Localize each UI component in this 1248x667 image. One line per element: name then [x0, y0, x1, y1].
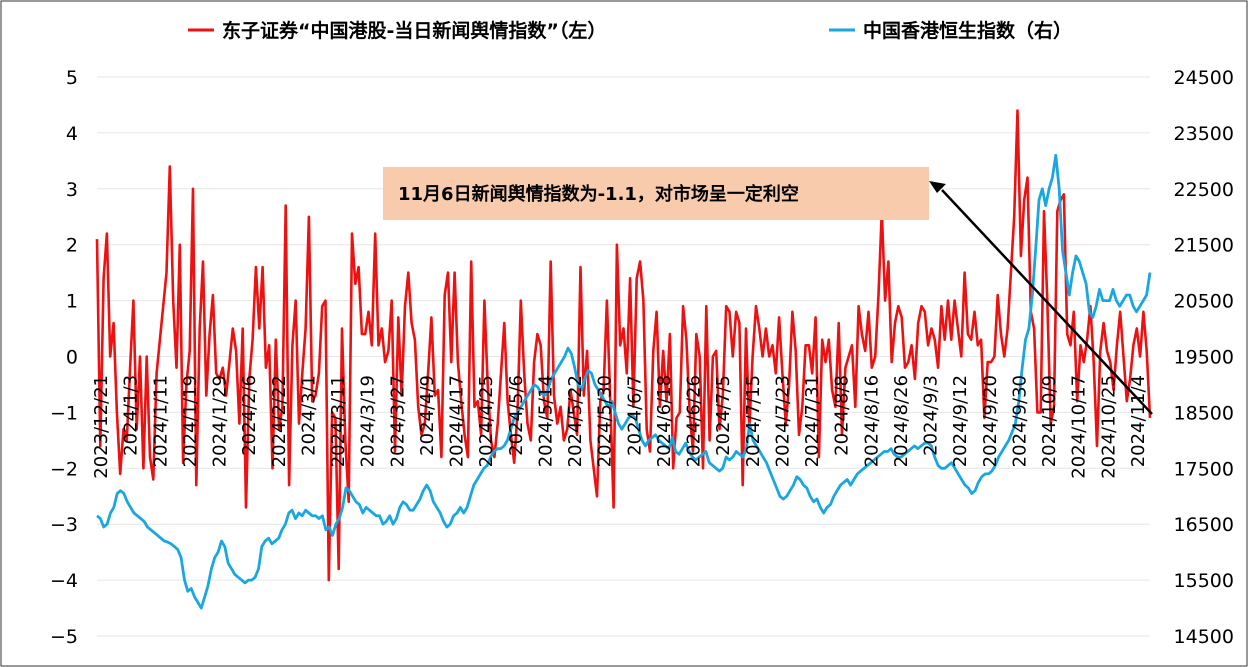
y-right-tick-label: 17500	[1174, 458, 1234, 480]
y-left-tick-label: 2	[66, 235, 78, 257]
y-left-tick-label: −1	[50, 402, 78, 424]
x-tick-label: 2024/5/6	[506, 375, 527, 456]
x-tick-label: 2024/4/9	[417, 375, 438, 456]
x-tick-label: 2024/3/1	[298, 375, 319, 456]
x-tick-label: 2024/8/8	[832, 375, 853, 456]
legend: 东子证券“中国港股-当日新闻舆情指数”（左） 中国香港恒生指数（右）	[188, 19, 1072, 42]
y-left-tick-label: 1	[66, 291, 78, 313]
x-tick-label: 2024/10/9	[1039, 375, 1060, 467]
y-left-tick-label: 3	[66, 179, 78, 201]
y-left-ticks: 5 4 3 2 1 0 −1 −2 −3 −4 −5	[50, 67, 78, 648]
x-tick-label: 2024/4/17	[447, 375, 468, 467]
x-tick-label: 2024/9/3	[921, 375, 942, 456]
x-tick-label: 2024/5/14	[535, 375, 556, 467]
y-right-tick-label: 24500	[1174, 67, 1234, 89]
y-right-tick-label: 14500	[1174, 626, 1234, 648]
y-right-tick-label: 21500	[1174, 235, 1234, 257]
legend-label-sentiment: 东子证券“中国港股-当日新闻舆情指数”（左）	[222, 19, 606, 42]
x-tick-label: 2024/6/26	[684, 375, 705, 467]
y-right-tick-label: 16500	[1174, 514, 1234, 536]
y-left-tick-label: 0	[66, 347, 78, 369]
y-right-ticks: 24500 23500 22500 21500 20500 19500 18500 17500…	[1174, 67, 1234, 648]
annotation-arrow-line	[941, 189, 1153, 415]
x-tick-label: 2024/7/15	[743, 375, 764, 467]
x-tick-label: 2024/7/5	[713, 375, 734, 456]
x-tick-label: 2024/2/22	[269, 375, 290, 467]
y-left-tick-label: −4	[50, 570, 78, 592]
annotation-arrow-head	[929, 181, 946, 193]
x-tick-label: 2024/10/25	[1098, 375, 1119, 479]
x-tick-label: 2024/9/12	[950, 375, 971, 467]
y-left-tick-label: −3	[50, 514, 78, 536]
y-left-tick-label: 4	[66, 123, 78, 145]
x-tick-label: 2024/3/19	[358, 375, 379, 467]
y-right-tick-label: 18500	[1174, 402, 1234, 424]
y-left-tick-label: −2	[50, 458, 78, 480]
x-tick-label: 2024/1/19	[180, 375, 201, 467]
series-line-hsi	[96, 153, 1152, 610]
y-right-tick-label: 20500	[1174, 291, 1234, 313]
x-tick-label: 2024/11/4	[1128, 375, 1149, 467]
x-tick-label: 2024/10/17	[1069, 375, 1090, 479]
annotation-text: 11月6日新闻舆情指数为-1.1，对市场呈一定利空	[398, 183, 799, 205]
x-tick-label: 2024/3/27	[387, 375, 408, 467]
x-tick-label: 2024/4/25	[476, 375, 497, 467]
x-tick-label: 2024/1/11	[150, 375, 171, 467]
x-tick-label: 2024/9/30	[1010, 375, 1031, 467]
x-tick-label: 2024/3/11	[328, 375, 349, 467]
annotation: 11月6日新闻舆情指数为-1.1，对市场呈一定利空	[383, 167, 1153, 415]
x-tick-label: 2024/8/16	[861, 375, 882, 467]
y-left-tick-label: −5	[50, 626, 78, 648]
x-ticks: 2023/12/21 2024/1/3 2024/1/11 2024/1/19 2024…	[91, 375, 1149, 479]
legend-label-hsi: 中国香港恒生指数（右）	[863, 19, 1072, 42]
x-tick-label: 2024/9/20	[980, 375, 1001, 467]
y-right-tick-label: 22500	[1174, 179, 1234, 201]
y-right-tick-label: 23500	[1174, 123, 1234, 145]
y-right-tick-label: 15500	[1174, 570, 1234, 592]
x-tick-label: 2024/6/18	[654, 375, 675, 467]
gridlines	[97, 76, 1150, 637]
x-tick-label: 2024/2/6	[239, 375, 260, 456]
x-tick-label: 2024/5/22	[565, 375, 586, 467]
x-tick-label: 2024/7/31	[802, 375, 823, 467]
x-tick-label: 2024/1/29	[210, 375, 231, 467]
series-line-sentiment	[95, 109, 1152, 582]
x-tick-label: 2024/8/26	[891, 375, 912, 467]
series-lines	[95, 109, 1152, 610]
y-left-tick-label: 5	[66, 67, 78, 89]
x-tick-label: 2024/5/30	[595, 375, 616, 467]
annotation-box	[383, 167, 929, 220]
x-tick-label: 2024/7/23	[773, 375, 794, 467]
y-right-tick-label: 19500	[1174, 347, 1234, 369]
x-tick-label: 2024/1/3	[121, 375, 142, 456]
x-tick-label: 2023/12/21	[91, 375, 112, 479]
x-tick-label: 2024/6/7	[624, 375, 645, 456]
